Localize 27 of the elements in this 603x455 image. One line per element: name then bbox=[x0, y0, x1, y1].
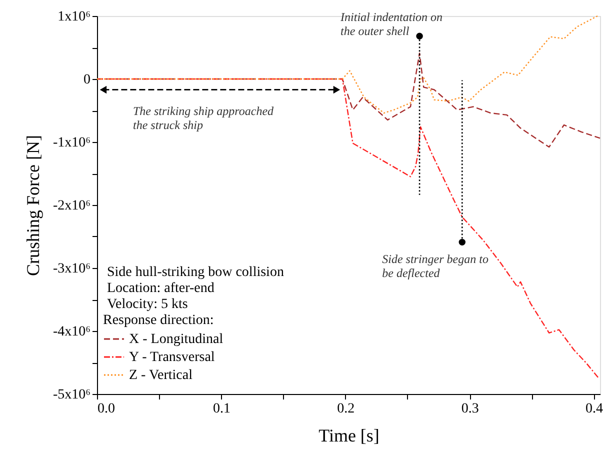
point bbox=[458, 238, 466, 246]
x-tick-label: 0.2 bbox=[337, 402, 355, 416]
y-tick-label: -4x10⁶ bbox=[52, 324, 91, 340]
y-axis-title: Crushing Force [N] bbox=[22, 135, 43, 276]
y-tick-label: -2x10⁶ bbox=[52, 198, 91, 214]
legend-label: X - Longitudinal bbox=[129, 332, 224, 347]
annotation: Initial indentation on the outer shell bbox=[340, 10, 443, 38]
y-tick-label: -1x10⁶ bbox=[52, 136, 91, 150]
annotation: Location: after-end bbox=[107, 281, 214, 296]
x-axis-title: Time [s] bbox=[318, 426, 380, 446]
x-tick-label: 0.0 bbox=[98, 402, 115, 416]
point bbox=[416, 32, 423, 40]
legend-label: Z - Vertical bbox=[129, 368, 193, 383]
legend-label: Y - Transversal bbox=[129, 350, 215, 365]
y-tick-label: -5x10⁶ bbox=[52, 388, 91, 402]
y-tick-label: 0 bbox=[84, 72, 90, 88]
annotation: The striking ship approached the struck ship bbox=[133, 104, 275, 132]
x-tick-label: 0.3 bbox=[461, 402, 479, 416]
annotation: Side hull-striking bow collision bbox=[107, 265, 284, 280]
line-series bbox=[96, 78, 600, 379]
annotation: Velocity: 5 kts bbox=[107, 297, 188, 312]
y-tick-label: 1x10⁶ bbox=[58, 10, 91, 24]
x-tick-label: 0.4 bbox=[586, 402, 603, 416]
x-tick-label: 0.1 bbox=[212, 402, 230, 416]
annotation: Side stringer began to be deflected bbox=[382, 252, 488, 280]
legend-title: Response direction: bbox=[103, 313, 214, 328]
y-tick-label: -3x10⁶ bbox=[52, 262, 91, 276]
